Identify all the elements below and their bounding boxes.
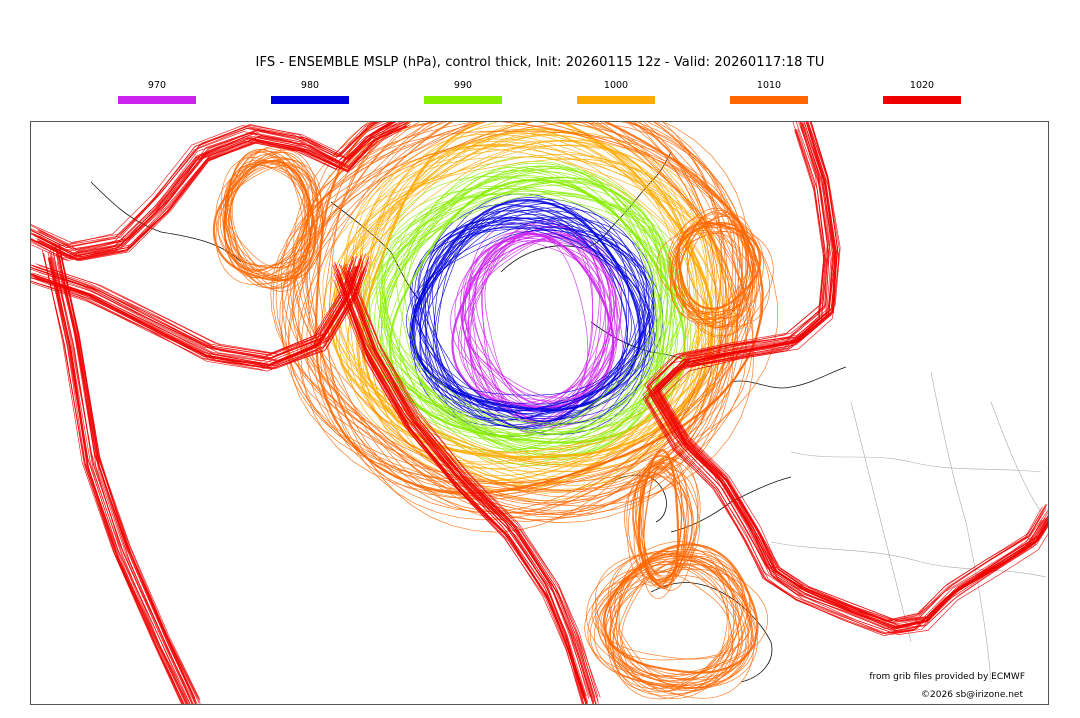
legend-item-1020: 1020 (883, 80, 961, 104)
legend-label: 1020 (909, 80, 935, 91)
isobar-map (31, 122, 1048, 704)
legend-swatch (118, 96, 196, 104)
chart-title: IFS - ENSEMBLE MSLP (hPa), control thick… (255, 55, 825, 70)
legend-label: 970 (147, 80, 167, 91)
copyright-credit: ©2026 sb@irizone.net (921, 690, 1023, 700)
legend-item-1010: 1010 (730, 80, 808, 104)
map-panel[interactable] (30, 121, 1049, 705)
legend-swatch (577, 96, 655, 104)
legend-item-990: 990 (424, 80, 502, 104)
legend-swatch (424, 96, 502, 104)
legend-label: 1010 (756, 80, 782, 91)
legend-label: 990 (453, 80, 473, 91)
legend-label: 980 (300, 80, 320, 91)
legend-item-980: 980 (271, 80, 349, 104)
country-borders (770, 371, 1047, 683)
legend-swatch (271, 96, 349, 104)
data-source-credit: from grib files provided by ECMWF (869, 672, 1025, 682)
legend-label: 1000 (603, 80, 629, 91)
legend-swatch (883, 96, 961, 104)
legend-item-970: 970 (118, 80, 196, 104)
legend-swatch (730, 96, 808, 104)
isobar-contours (31, 122, 1048, 704)
legend-item-1000: 1000 (577, 80, 655, 104)
